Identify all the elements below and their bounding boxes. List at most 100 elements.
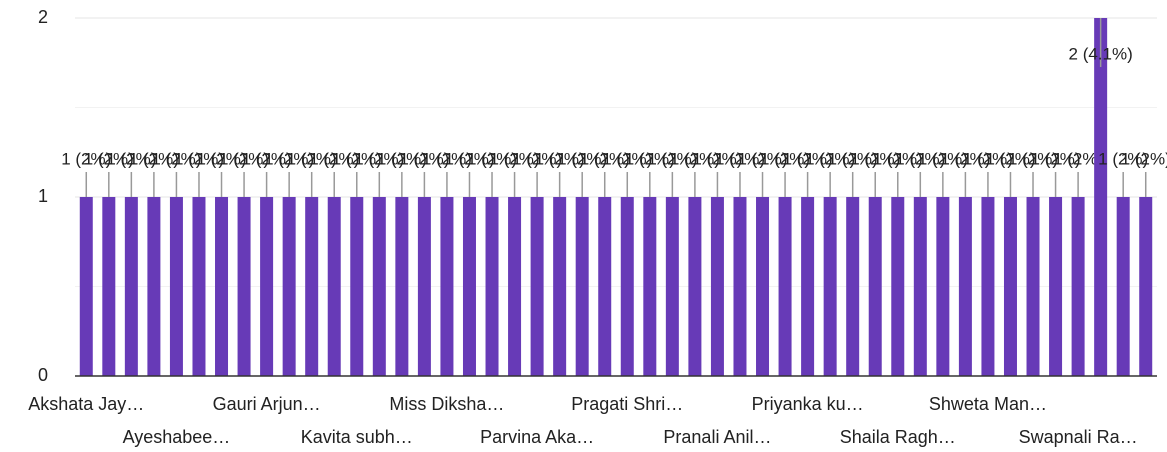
data-label: 1 (2%) [737, 149, 787, 168]
bar [260, 197, 274, 376]
bar [350, 197, 364, 376]
data-label: 1 (2%) [444, 149, 494, 168]
bar [846, 197, 860, 376]
bar [1139, 197, 1153, 376]
bar [823, 197, 837, 376]
bar [79, 197, 93, 376]
x-tick-label: Kavita subh… [301, 427, 413, 447]
data-label: 1 (2%) [399, 149, 449, 168]
data-label: 1 (2%) [535, 149, 585, 168]
data-label: 1 (2%) [805, 149, 855, 168]
x-tick-label: Swapnali Ra… [1019, 427, 1138, 447]
bar [733, 197, 747, 376]
data-label: 1 (2%) [129, 149, 179, 168]
bar [440, 197, 454, 376]
data-label: 1 (2%) [377, 149, 427, 168]
bar [643, 197, 657, 376]
x-tick-label: Priyanka ku… [752, 394, 864, 414]
data-label: 1 (2%) [467, 149, 517, 168]
x-tick-label: Miss Diksha… [389, 394, 504, 414]
bar [1049, 197, 1063, 376]
data-label: 1 (2%) [309, 149, 359, 168]
data-label: 1 (2%) [61, 149, 111, 168]
bar [778, 197, 792, 376]
bar [891, 197, 905, 376]
data-label: 1 (2%) [985, 149, 1035, 168]
data-label: 1 (2%) [715, 149, 765, 168]
x-tick-label: Gauri Arjun… [213, 394, 321, 414]
x-tick-label: Shaila Ragh… [840, 427, 956, 447]
data-label: 1 (2%) [692, 149, 742, 168]
bar [1026, 197, 1040, 376]
data-label: 1 (2%) [963, 149, 1013, 168]
data-label: 1 (2%) [219, 149, 269, 168]
bar [1094, 18, 1108, 376]
x-tick-label: Pranali Anil… [663, 427, 771, 447]
bar [868, 197, 882, 376]
data-label: 1 (2%) [850, 149, 900, 168]
bar [575, 197, 589, 376]
data-label: 1 (2%) [873, 149, 923, 168]
x-tick-label: Parvina Aka… [480, 427, 594, 447]
data-label: 1 (2%) [940, 149, 990, 168]
bar [508, 197, 522, 376]
x-tick-label: Shweta Man… [929, 394, 1047, 414]
data-label: 1 (2%) [647, 149, 697, 168]
data-label: 1 (2%) [1053, 149, 1103, 168]
data-label: 2 (4.1%) [1069, 44, 1133, 63]
bar [417, 197, 431, 376]
bar [124, 197, 138, 376]
bar [372, 197, 386, 376]
data-label: 1 (2%) [625, 149, 675, 168]
bar [192, 197, 206, 376]
data-label: 1 (2%) [196, 149, 246, 168]
data-label: 1 (2%) [490, 149, 540, 168]
bar [327, 197, 341, 376]
bar [1003, 197, 1017, 376]
bar [688, 197, 702, 376]
data-label: 1 (2%) [1098, 149, 1148, 168]
bar [462, 197, 476, 376]
data-label: 1 (2%) [287, 149, 337, 168]
data-label: 1 (2%) [895, 149, 945, 168]
bar [665, 197, 679, 376]
bar [237, 197, 251, 376]
bar [282, 197, 296, 376]
data-label: 1 (2%) [783, 149, 833, 168]
bar [1071, 197, 1085, 376]
bar [305, 197, 319, 376]
bar [913, 197, 927, 376]
bar [620, 197, 634, 376]
x-tick-label: Ayeshabee… [123, 427, 231, 447]
bar [485, 197, 499, 376]
bar [1116, 197, 1130, 376]
data-label: 1 (2%) [1008, 149, 1058, 168]
data-label: 1 (2%) [332, 149, 382, 168]
bar [710, 197, 724, 376]
bar [530, 197, 544, 376]
data-label: 1 (2%) [264, 149, 314, 168]
bar [147, 197, 161, 376]
x-tick-label: Pragati Shri… [571, 394, 683, 414]
data-label: 1 (2%) [670, 149, 720, 168]
data-label: 1 (2%) [84, 149, 134, 168]
data-label: 1 (2%) [242, 149, 292, 168]
data-label: 1 (2%) [422, 149, 472, 168]
data-label: 1 (2%) [354, 149, 404, 168]
bar [395, 197, 409, 376]
data-label: 1 (2%) [151, 149, 201, 168]
data-label: 1 (2%) [602, 149, 652, 168]
bar [598, 197, 612, 376]
bar [981, 197, 995, 376]
data-label: 1 (2%) [828, 149, 878, 168]
bar [169, 197, 183, 376]
data-label: 1 (2%) [557, 149, 607, 168]
data-label: 1 (2%) [1031, 149, 1081, 168]
y-tick-label: 0 [38, 365, 48, 385]
data-label: 1 (2%) [174, 149, 224, 168]
bar [958, 197, 972, 376]
data-label: 1 (2%) [760, 149, 810, 168]
y-tick-label: 2 [38, 7, 48, 27]
data-label: 1 (2%) [106, 149, 156, 168]
data-label: 1 (2%) [580, 149, 630, 168]
